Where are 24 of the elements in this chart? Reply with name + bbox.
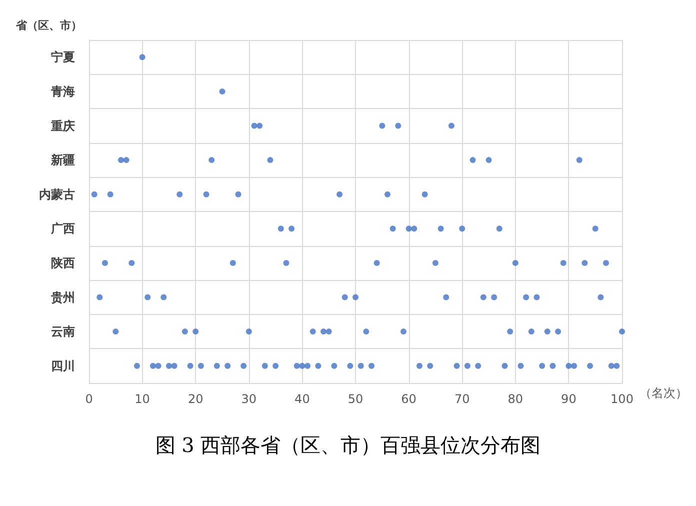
x-axis-title: （名次） xyxy=(639,386,688,400)
y-axis-title: 省（区、市） xyxy=(15,19,82,32)
x-tick-label: 40 xyxy=(294,392,310,406)
x-tick-label: 70 xyxy=(454,392,470,406)
y-tick-label: 贵州 xyxy=(50,290,75,304)
x-tick-label: 10 xyxy=(134,392,150,406)
x-tick-label: 30 xyxy=(241,392,257,406)
text: 图 3 西部各省（区、市）百强县位次分布图 xyxy=(155,433,541,457)
y-tick-label: 内蒙古 xyxy=(39,187,75,202)
y-tick-label: 云南 xyxy=(51,324,75,339)
x-tick-label: 90 xyxy=(561,392,576,406)
y-tick-label: 宁夏 xyxy=(51,50,75,64)
y-tick-label: 青海 xyxy=(50,84,75,98)
x-tick-label: 60 xyxy=(401,392,416,406)
y-tick-label: 广西 xyxy=(50,222,75,236)
y-tick-label: 四川 xyxy=(51,358,75,373)
y-tick-label: 新疆 xyxy=(50,153,75,168)
y-tick-label: 重庆 xyxy=(50,118,75,133)
x-tick-label: 20 xyxy=(188,392,204,406)
x-tick-label: 0 xyxy=(85,392,93,406)
y-tick-label: 陕西 xyxy=(51,256,75,270)
x-tick-label: 50 xyxy=(348,392,364,406)
x-tick-label: 100 xyxy=(610,392,634,406)
x-tick-label: 80 xyxy=(508,392,524,406)
